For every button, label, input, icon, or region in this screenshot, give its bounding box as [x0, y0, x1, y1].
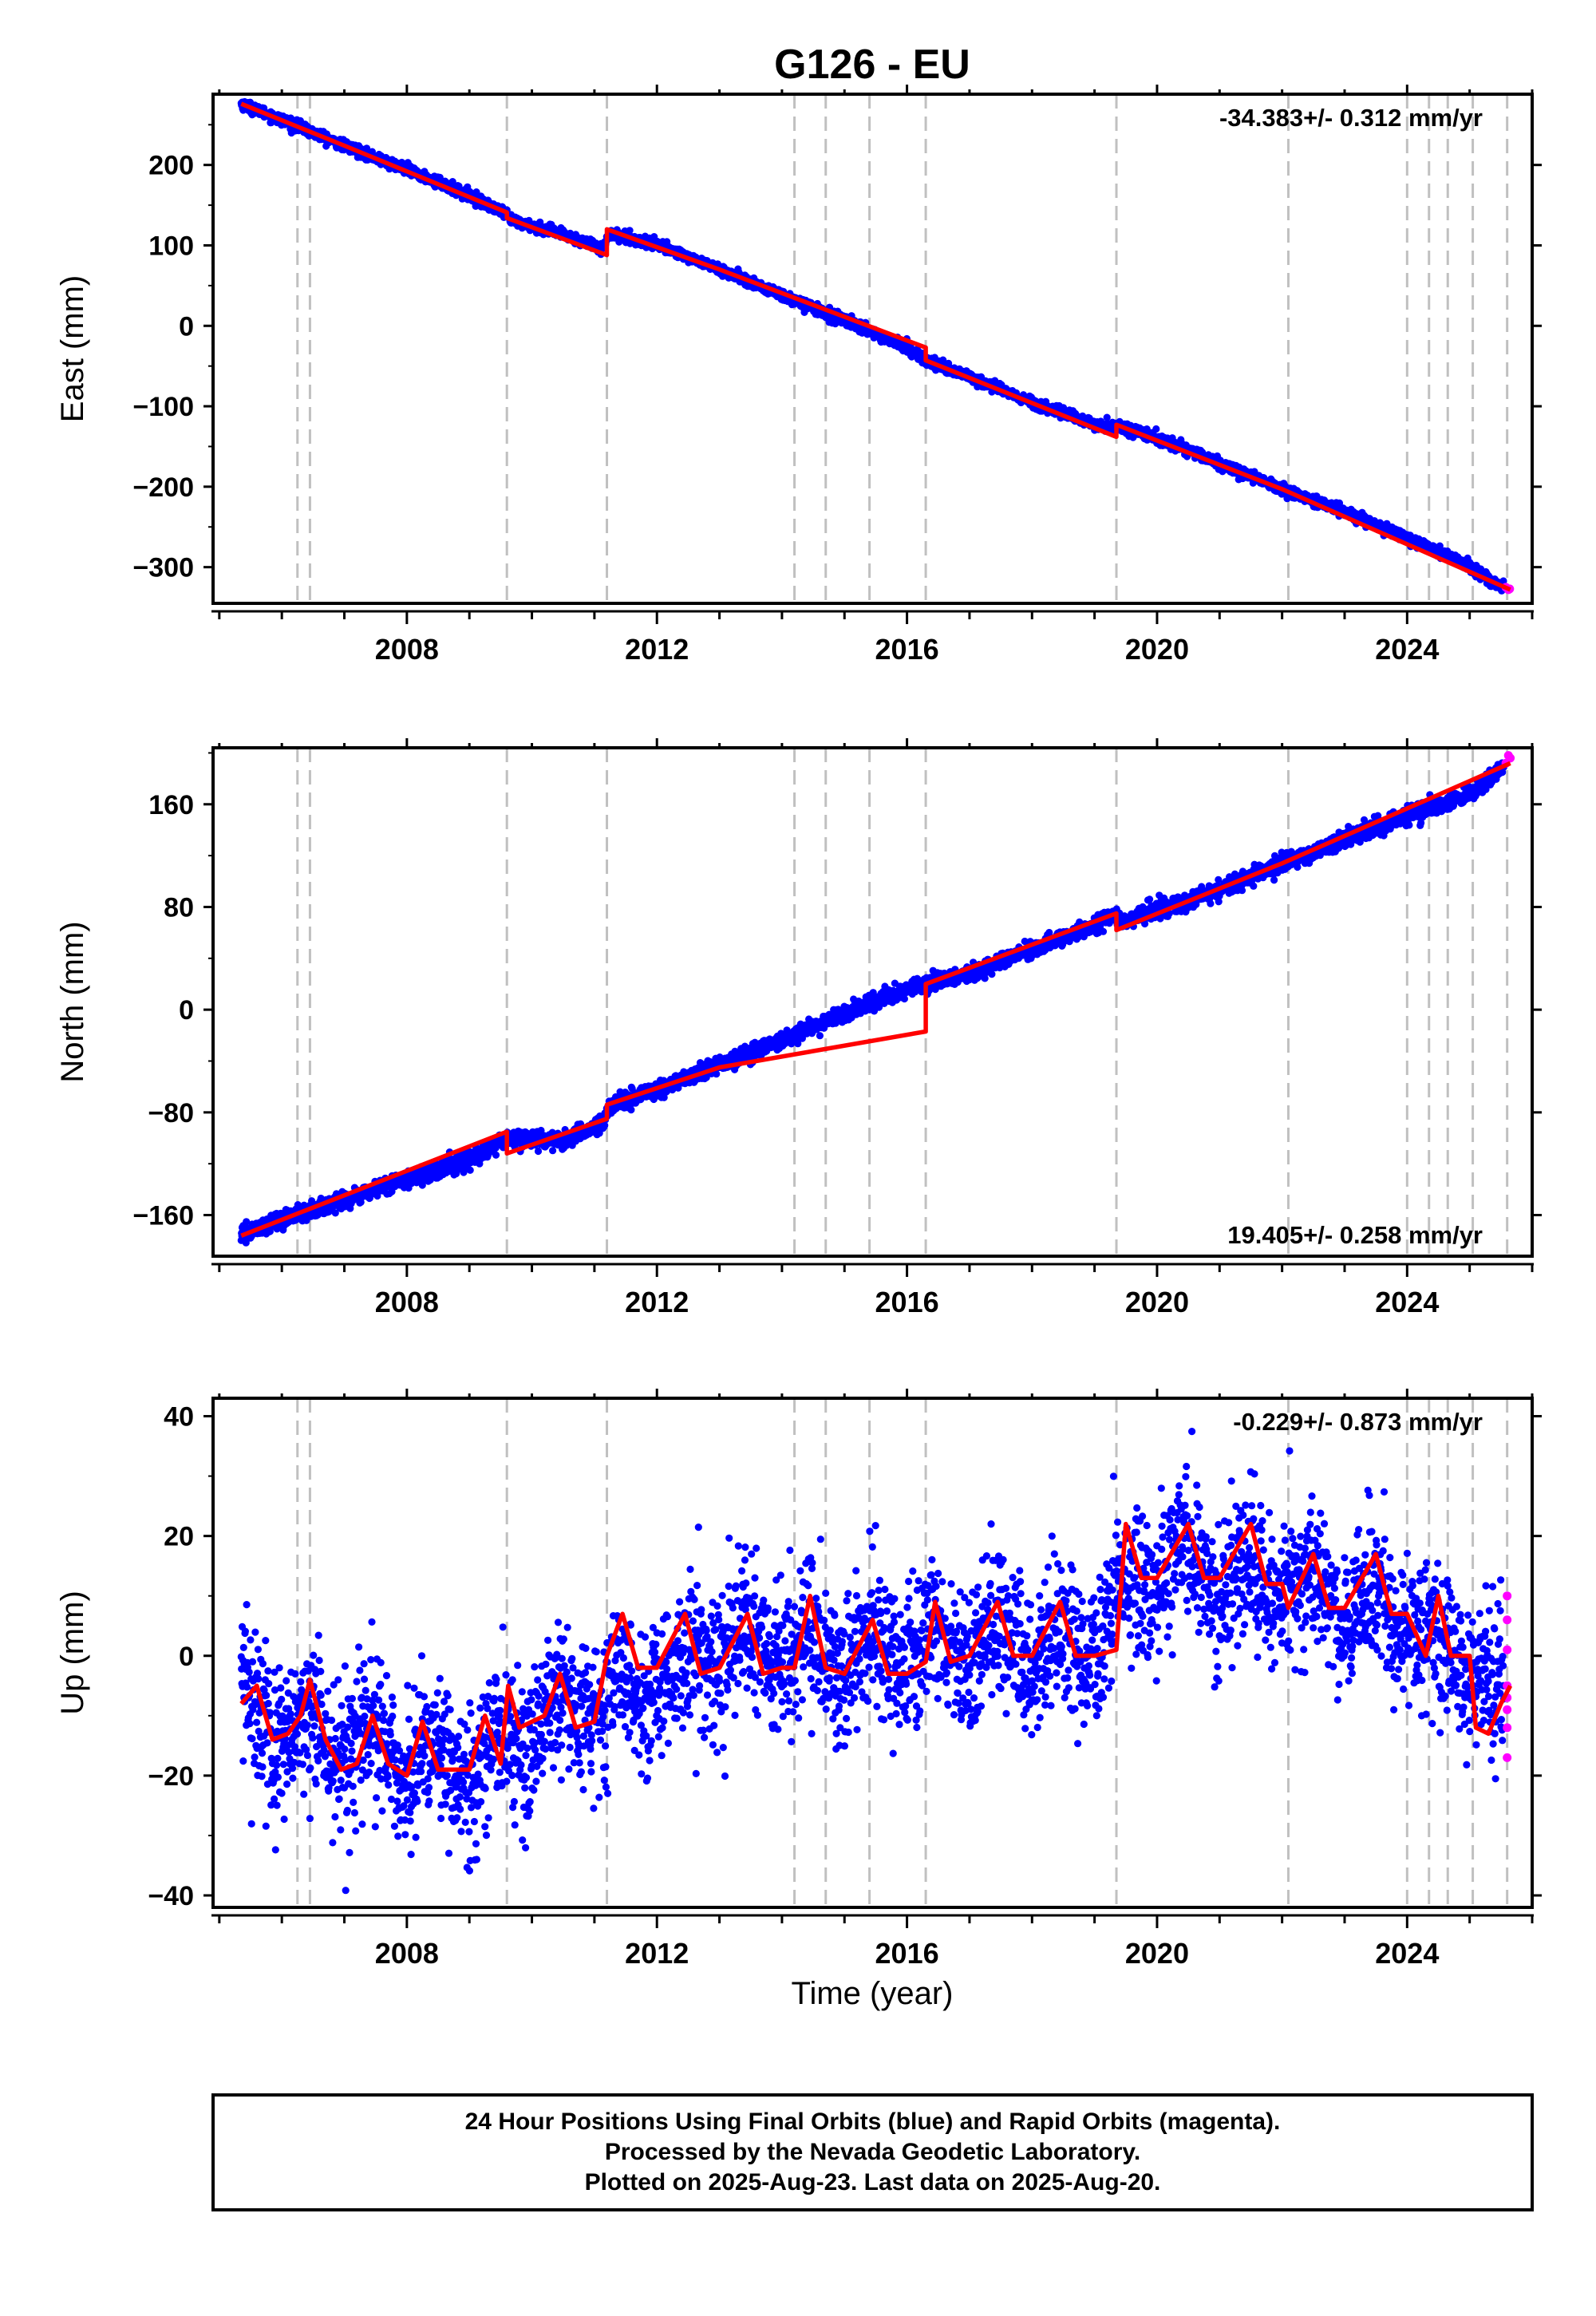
y-tick-label: 200	[148, 151, 194, 181]
panel-north: −160 −80 0 80 160 2008 2012 2016 2020 2024 North (…	[55, 738, 1542, 1318]
x-tick-label: 2012	[625, 633, 689, 666]
y-tick-label: 100	[148, 231, 194, 261]
x-tick-label: 2020	[1125, 1286, 1189, 1318]
model-line-east	[240, 101, 1511, 592]
final-orbits-points-north	[237, 759, 1508, 1247]
y-axis-label-north: North (mm)	[55, 921, 90, 1082]
y-tick-label: −100	[132, 392, 194, 422]
y-tick-label: −80	[148, 1098, 194, 1128]
x-tick-label: 2024	[1375, 633, 1439, 666]
figure-title: G126 - EU	[774, 41, 970, 88]
panel-up: −40 −20 0 20 40 2008 2012 2016 2020 2024 Up (mm) -0…	[55, 1389, 1542, 1970]
rapid-orbit-point	[1503, 1645, 1512, 1654]
x-tick-label: 2008	[375, 1937, 439, 1970]
caption-line-1: 24 Hour Positions Using Final Orbits (bl…	[464, 2109, 1281, 2135]
plot-area-east	[237, 94, 1515, 603]
plot-frame-east	[211, 93, 1534, 605]
x-tick-label: 2012	[625, 1937, 689, 1970]
y-tick-label: 80	[164, 892, 194, 923]
caption-line-2: Processed by the Nevada Geodetic Laborat…	[604, 2139, 1141, 2165]
rapid-orbit-point	[1503, 1591, 1512, 1601]
rapid-orbit-point	[1506, 753, 1515, 763]
x-tick-label: 2016	[875, 1937, 939, 1970]
final-orbits-points-up	[237, 1427, 1508, 1895]
caption-line-3: Plotted on 2025-Aug-23. Last data on 202…	[584, 2169, 1161, 2195]
y-tick-label: −300	[132, 553, 194, 583]
x-tick-label: 2024	[1375, 1286, 1439, 1318]
caption-box: 24 Hour Positions Using Final Orbits (bl…	[211, 2093, 1534, 2211]
plot-frame-up	[211, 1397, 1534, 1909]
y-tick-label: −160	[132, 1201, 194, 1231]
y-axis-label-up: Up (mm)	[55, 1591, 90, 1715]
x-tick-label: 2024	[1375, 1937, 1439, 1970]
x-tick-label: 2020	[1125, 1937, 1189, 1970]
x-tick-label: 2012	[625, 1286, 689, 1318]
model-line-north	[240, 761, 1511, 1238]
y-tick-label: −40	[148, 1881, 194, 1911]
panel-east: −300 −200 −100 0 100 200 2008 2012 2016 2020 2024 E…	[55, 85, 1542, 666]
x-tick-label: 2008	[375, 633, 439, 666]
model-line-up	[239, 1521, 1513, 1778]
y-tick-label: 0	[179, 311, 194, 342]
y-tick-label: 20	[164, 1522, 194, 1552]
x-tick-label: 2016	[875, 633, 939, 666]
y-tick-label: 0	[179, 1642, 194, 1672]
rapid-orbit-point	[1503, 1705, 1512, 1714]
x-tick-label: 2008	[375, 1286, 439, 1318]
x-tick-label: 2016	[875, 1286, 939, 1318]
rapid-orbit-point	[1503, 1753, 1512, 1762]
rate-label-east: -34.383+/- 0.312 mm/yr	[1219, 104, 1483, 132]
plot-area-up	[237, 1398, 1513, 1907]
rapid-orbit-point	[1503, 1615, 1512, 1625]
y-tick-label: 0	[179, 995, 194, 1026]
rate-label-north: 19.405+/- 0.258 mm/yr	[1227, 1221, 1483, 1249]
rate-label-up: -0.229+/- 0.873 mm/yr	[1233, 1408, 1483, 1436]
y-tick-label: −20	[148, 1761, 194, 1792]
y-tick-label: 40	[164, 1402, 194, 1433]
final-orbits-points-east	[237, 97, 1508, 595]
x-tick-label: 2020	[1125, 633, 1189, 666]
plot-frame-north	[211, 746, 1534, 1258]
y-axis-label-east: East (mm)	[55, 275, 90, 422]
x-axis-label: Time (year)	[792, 1976, 954, 2011]
rapid-orbit-point	[1503, 1723, 1512, 1733]
plot-area-north	[237, 748, 1515, 1256]
y-tick-label: −200	[132, 472, 194, 503]
y-tick-label: 160	[148, 790, 194, 820]
